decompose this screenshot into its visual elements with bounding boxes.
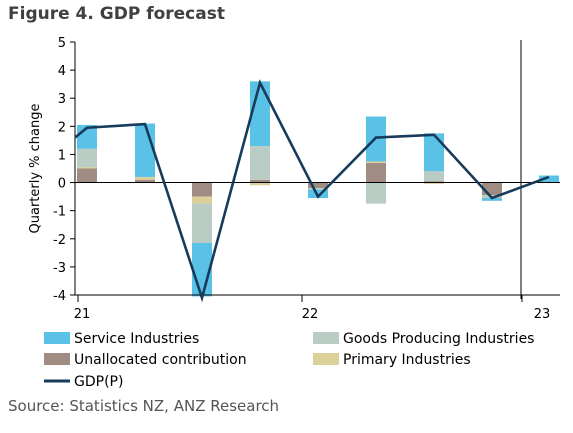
bar-goods-producing-industries-4 [308, 188, 328, 190]
bar-unallocated-contribution-1 [135, 179, 155, 183]
bar-service-industries-6 [424, 133, 444, 172]
y-tick-label: -4 [53, 289, 66, 304]
x-tick-label: 22 [302, 307, 319, 322]
y-axis-title: Quarterly % change [28, 104, 43, 234]
bar-primary-industries-1 [135, 176, 155, 180]
bar-unallocated-contribution-6 [424, 181, 444, 183]
legend-swatch-unallocated-contribution [44, 353, 70, 365]
bar-service-industries-7 [482, 198, 502, 201]
y-tick-label: 0 [58, 177, 66, 192]
bar-service-industries-1 [135, 123, 155, 177]
y-tick-label: -2 [53, 233, 66, 248]
legend-label-unallocated-contribution: Unallocated contribution [74, 352, 247, 368]
y-tick-label: 4 [58, 64, 66, 79]
x-tick-label: 23 [534, 307, 551, 322]
x-tick-label: 21 [74, 307, 91, 322]
y-tick-label: 3 [58, 92, 66, 107]
bar-goods-producing-industries-2 [192, 203, 212, 243]
y-tick-label: 2 [58, 120, 66, 135]
bar-unallocated-contribution-4 [308, 182, 328, 189]
bar-primary-industries-0 [77, 167, 97, 169]
legend-label-goods-producing-industries: Goods Producing Industries [343, 331, 534, 347]
bar-unallocated-contribution-5 [366, 162, 386, 183]
y-tick-label: 5 [58, 36, 66, 51]
bar-goods-producing-industries-6 [424, 171, 444, 182]
bar-goods-producing-industries-0 [77, 148, 97, 168]
bar-primary-industries-6 [424, 182, 444, 184]
legend-swatch-primary-industries [313, 353, 339, 365]
y-tick-label: -3 [53, 261, 66, 276]
bar-primary-industries-2 [192, 196, 212, 204]
bar-goods-producing-industries-5 [366, 182, 386, 204]
gdp-line [74, 79, 550, 303]
source-note: Source: Statistics NZ, ANZ Research [8, 397, 280, 415]
legend-swatch-service-industries [44, 332, 70, 344]
bar-service-industries-8 [539, 175, 559, 183]
legend-swatch-goods-producing-industries [313, 332, 339, 344]
y-tick-label: -1 [53, 205, 66, 220]
bar-unallocated-contribution-2 [192, 182, 212, 197]
bar-unallocated-contribution-0 [77, 168, 97, 183]
legend-label-primary-industries: Primary Industries [343, 352, 471, 368]
chart-title: Figure 4. GDP forecast [8, 4, 225, 24]
legend-label-gdp-p: GDP(P) [74, 374, 123, 390]
bar-goods-producing-industries-3 [250, 146, 270, 180]
bar-primary-industries-3 [250, 182, 270, 186]
y-tick-label: 1 [58, 148, 66, 163]
legend-label-service-industries: Service Industries [74, 331, 199, 347]
bar-primary-industries-5 [366, 161, 386, 163]
bar-unallocated-contribution-3 [250, 179, 270, 183]
